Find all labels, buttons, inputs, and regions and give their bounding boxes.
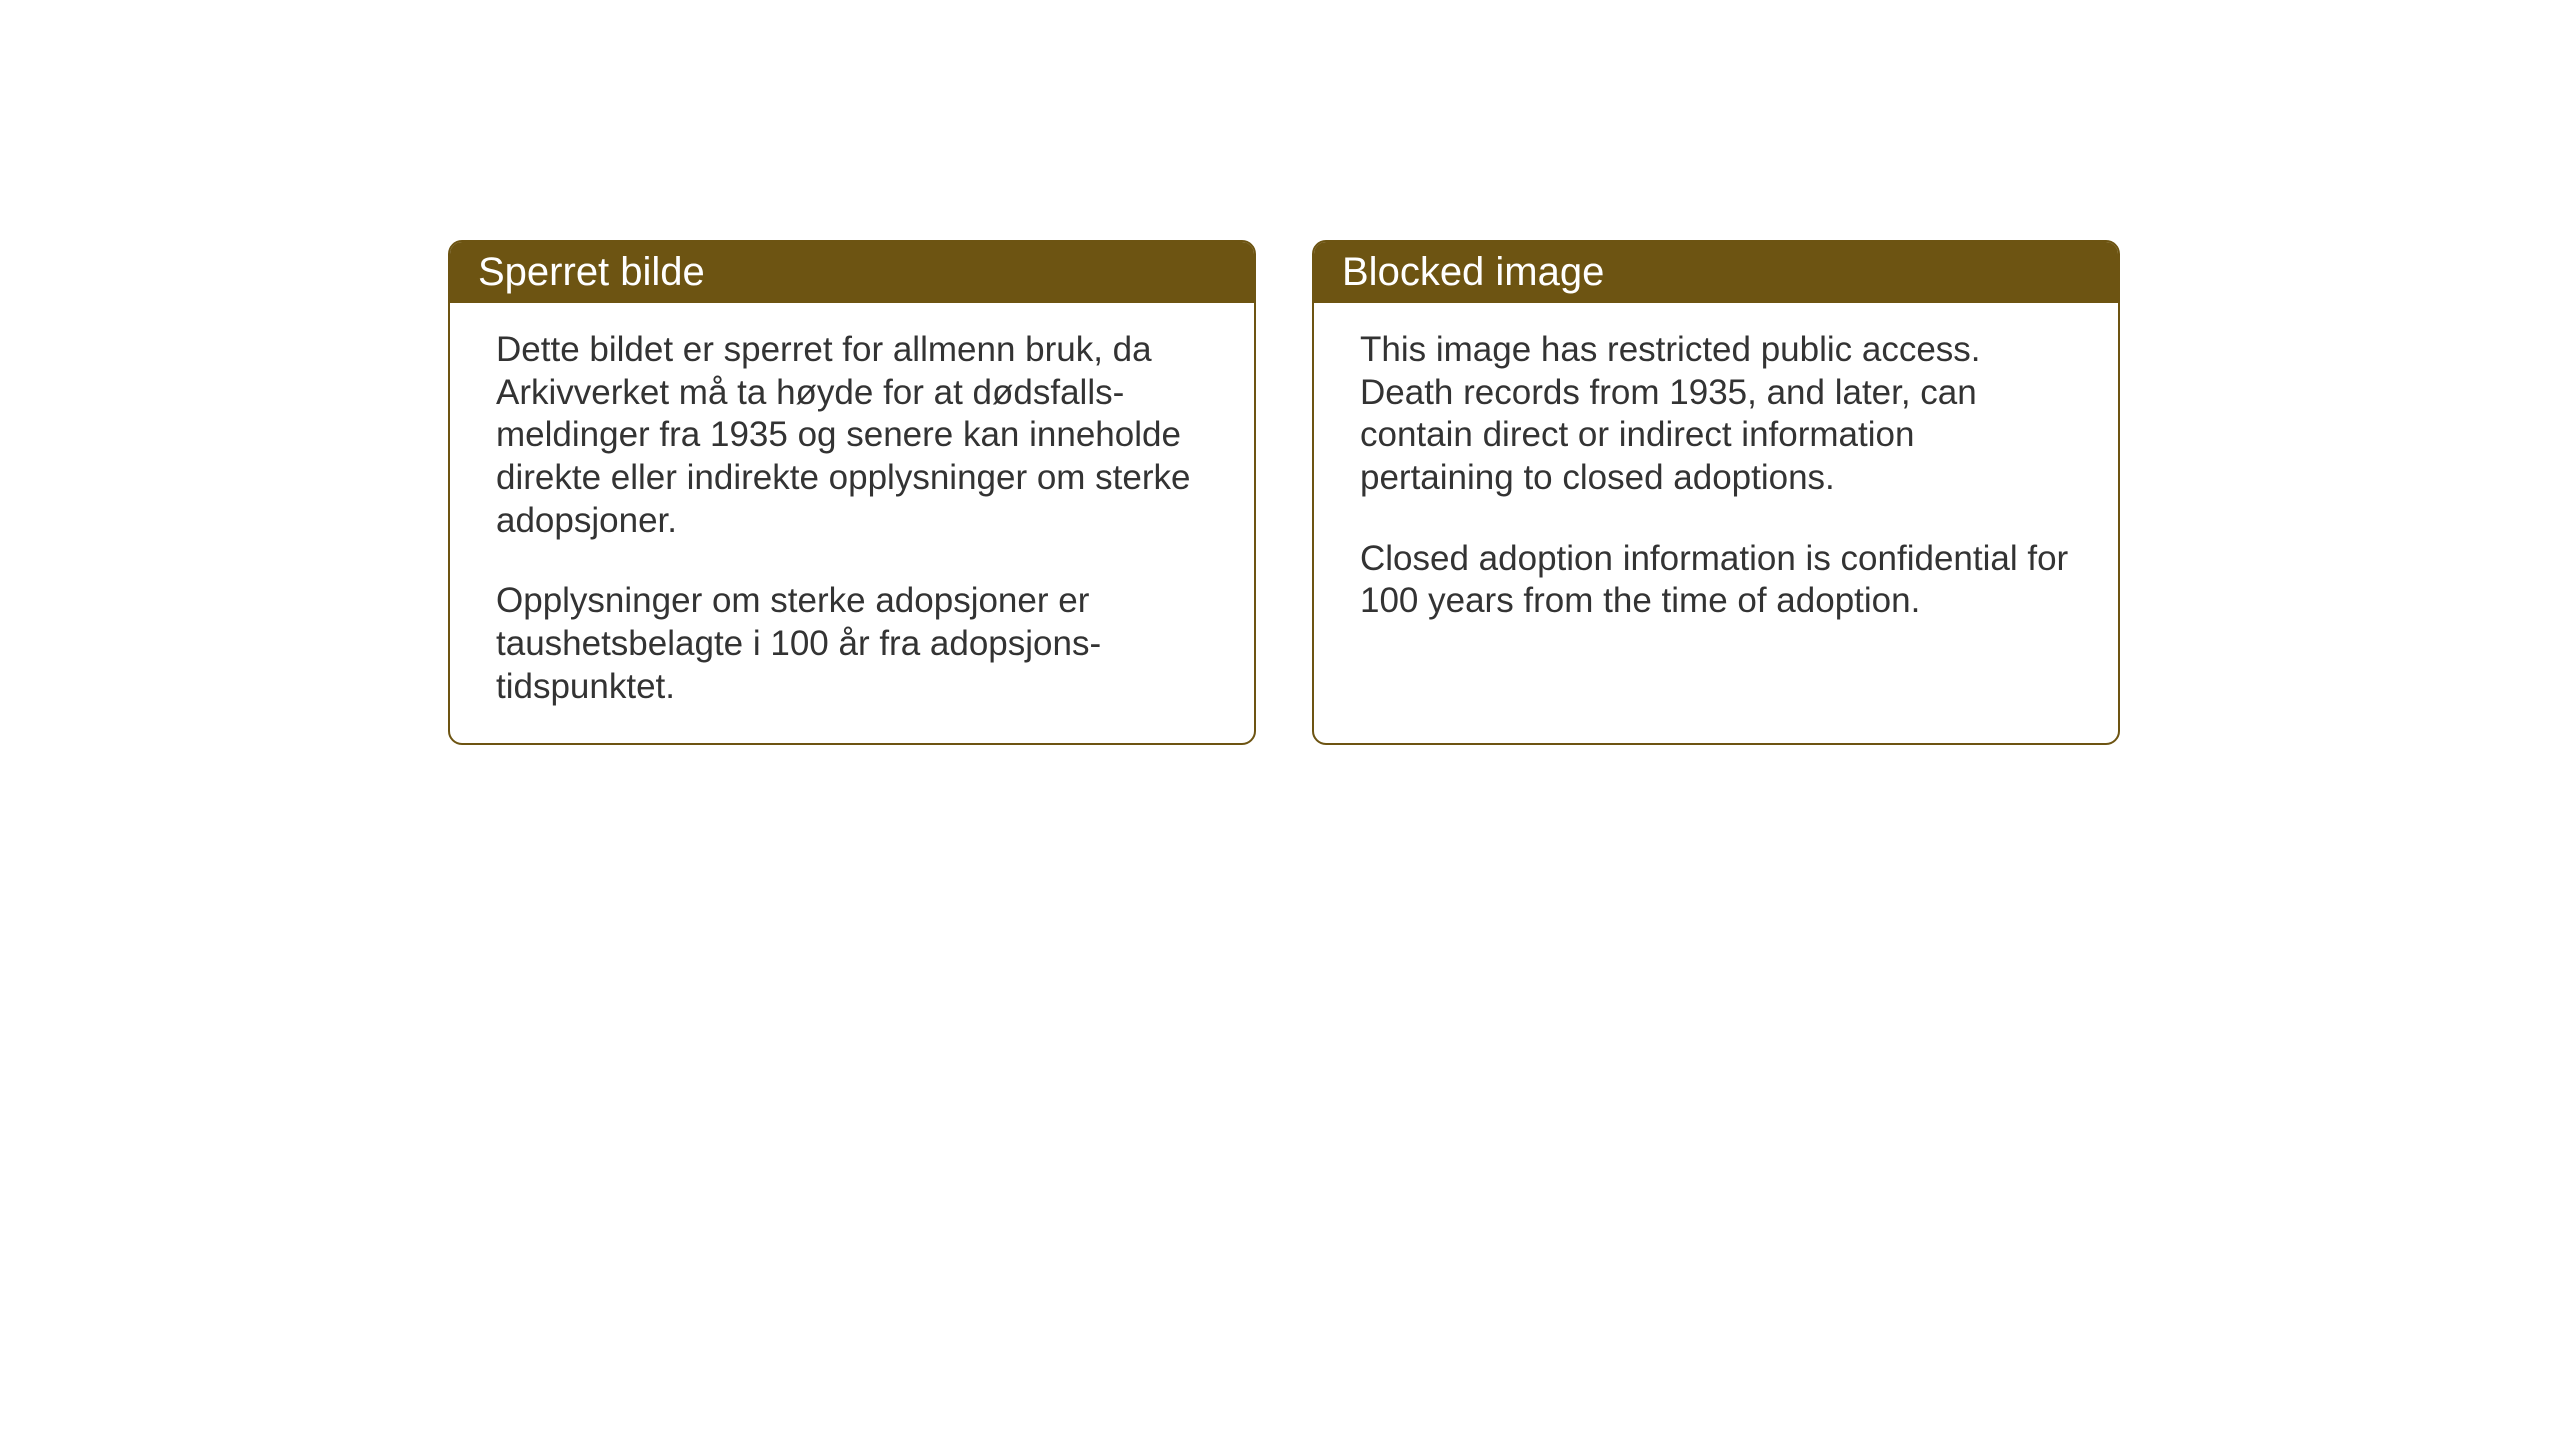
card-header-english: Blocked image (1314, 242, 2118, 303)
card-paragraph-2-english: Closed adoption information is confident… (1360, 538, 2072, 623)
notice-card-norwegian: Sperret bilde Dette bildet er sperret fo… (448, 240, 1256, 745)
notice-container: Sperret bilde Dette bildet er sperret fo… (448, 240, 2120, 745)
card-header-norwegian: Sperret bilde (450, 242, 1254, 303)
card-body-norwegian: Dette bildet er sperret for allmenn bruk… (450, 303, 1254, 743)
card-paragraph-2-norwegian: Opplysninger om sterke adopsjoner er tau… (496, 580, 1208, 708)
card-title-norwegian: Sperret bilde (478, 250, 705, 294)
card-body-english: This image has restricted public access.… (1314, 303, 2118, 657)
card-paragraph-1-norwegian: Dette bildet er sperret for allmenn bruk… (496, 329, 1208, 542)
card-paragraph-1-english: This image has restricted public access.… (1360, 329, 2072, 500)
notice-card-english: Blocked image This image has restricted … (1312, 240, 2120, 745)
card-title-english: Blocked image (1342, 250, 1604, 294)
